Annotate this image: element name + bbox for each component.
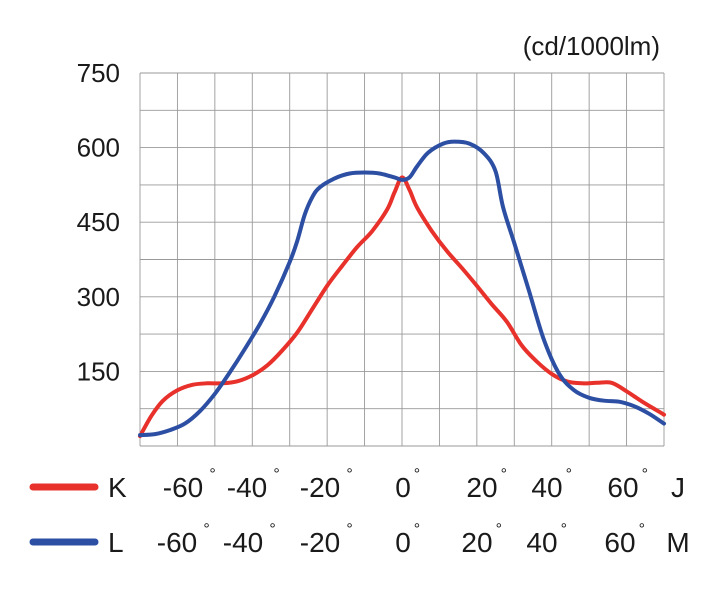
degree-sign: ° — [209, 466, 215, 483]
degree-sign: ° — [639, 521, 645, 538]
grid — [139, 72, 665, 447]
x-tick-label: 20 — [466, 472, 497, 503]
y-tick-label: 750 — [77, 58, 120, 88]
series-line-L — [138, 139, 666, 438]
degree-sign: ° — [203, 521, 209, 538]
legend-label-L: L — [108, 527, 124, 558]
degree-sign: ° — [501, 466, 507, 483]
x-tick-label: -60 — [163, 472, 203, 503]
x-tick-label: -40 — [227, 472, 267, 503]
x-tick-label: 0 — [395, 472, 411, 503]
degree-sign: ° — [414, 466, 420, 483]
x-tick-label: -60 — [157, 527, 197, 558]
legend-axes: K -60 ° -40 ° -20 ° 0 ° 20 ° 40 ° 60 ° JL -60 ° -40 ° -20 ° 0 °… — [29, 466, 690, 558]
degree-sign: ° — [269, 521, 275, 538]
degree-sign: ° — [566, 466, 572, 483]
unit-label: (cd/1000lm) — [523, 31, 660, 61]
y-tick-label: 300 — [77, 282, 120, 312]
legend-label-K: K — [108, 472, 127, 503]
axis-end-label: M — [666, 527, 689, 558]
degree-sign: ° — [346, 466, 352, 483]
degree-sign: ° — [346, 521, 352, 538]
series-line-K — [138, 175, 666, 439]
y-axis-ticks: 150 300 450 600 750 — [77, 58, 120, 386]
y-tick-label: 150 — [77, 356, 120, 386]
degree-sign: ° — [642, 466, 648, 483]
degree-sign: ° — [496, 521, 502, 538]
y-tick-label: 600 — [77, 133, 120, 163]
x-tick-label: -20 — [300, 472, 340, 503]
x-tick-label: 0 — [395, 527, 411, 558]
x-tick-label: -20 — [300, 527, 340, 558]
x-tick-label: 40 — [526, 527, 557, 558]
x-tick-label: 40 — [531, 472, 562, 503]
y-tick-label: 450 — [77, 207, 120, 237]
x-tick-label: 60 — [607, 472, 638, 503]
x-tick-label: 60 — [604, 527, 635, 558]
degree-sign: ° — [273, 466, 279, 483]
x-tick-label: 20 — [461, 527, 492, 558]
degree-sign: ° — [414, 521, 420, 538]
series-lines — [138, 139, 666, 439]
x-tick-label: -40 — [223, 527, 263, 558]
axis-end-label: J — [671, 472, 685, 503]
degree-sign: ° — [561, 521, 567, 538]
